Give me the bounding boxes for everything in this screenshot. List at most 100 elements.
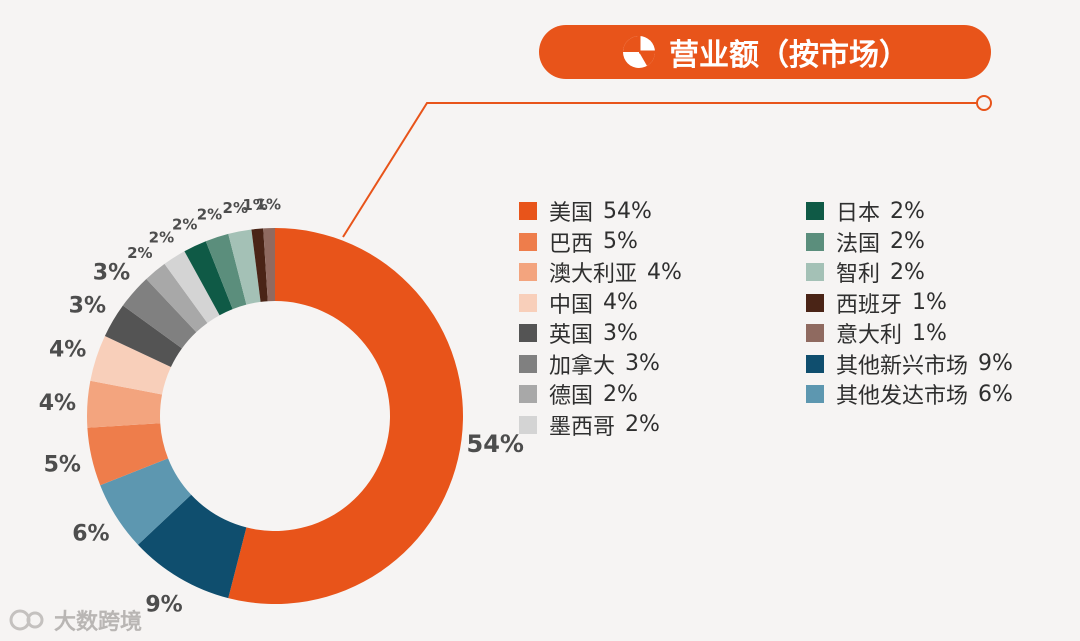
chart-title: 营业额（按市场） [669, 38, 909, 73]
legend-swatch [806, 293, 824, 312]
slice-2 [100, 458, 192, 545]
legend-pct: 1% [912, 320, 947, 346]
slice-label-5: 4% [49, 337, 86, 362]
legend-item-left-3: 中国 4% [519, 288, 682, 319]
legend-item-right-4: 意大利 1% [806, 318, 1013, 349]
legend-item-left-7: 墨西哥 2% [519, 410, 682, 441]
slice-label-2: 6% [72, 522, 109, 547]
slice-label-11: 2% [197, 206, 222, 224]
legend-swatch [519, 324, 537, 343]
slice-7 [122, 278, 197, 349]
title-banner: 营业额（按市场） [539, 25, 991, 79]
slice-label-8: 2% [127, 244, 152, 262]
legend-swatch [519, 202, 537, 221]
legend-pct: 6% [978, 381, 1013, 407]
legend-item-left-2: 澳大利亚 4% [519, 257, 682, 288]
legend-name: 加拿大 [549, 353, 616, 379]
slice-9 [164, 251, 220, 323]
legend-swatch [519, 293, 537, 312]
legend-name: 德国 [549, 384, 594, 410]
slice-label-12: 2% [223, 199, 248, 217]
connector-line [342, 102, 978, 238]
slice-10 [184, 241, 233, 316]
legend-item-right-1: 法国 2% [806, 227, 1013, 258]
legend-pct: 5% [603, 229, 638, 255]
legend-pct: 4% [647, 259, 682, 285]
legend-swatch [519, 354, 537, 373]
legend-name: 英国 [549, 323, 594, 349]
pie-chart-icon [623, 36, 656, 68]
slice-5 [90, 335, 171, 395]
legend-item-right-0: 日本 2% [806, 196, 1013, 227]
slice-13 [251, 228, 268, 302]
legend-item-left-5: 加拿大 3% [519, 349, 682, 380]
legend-left: 美国 54% 巴西 5% 澳大利亚 4% 中国 4% 英国 3% 加拿大 3% 德国 2% 墨西哥 2% [519, 196, 682, 440]
legend-item-right-2: 智利 2% [806, 257, 1013, 288]
legend-item-left-0: 美国 54% [519, 196, 682, 227]
slice-11 [205, 233, 247, 310]
slice-0 [228, 228, 463, 604]
legend-pct: 3% [625, 351, 660, 377]
slice-8 [146, 263, 208, 333]
legend-item-right-3: 西班牙 1% [806, 288, 1013, 319]
legend-swatch [806, 324, 824, 343]
legend-name: 巴西 [549, 231, 594, 257]
slice-1 [137, 494, 247, 599]
legend-swatch [806, 202, 824, 221]
watermark-text: 大数跨境 [54, 610, 143, 635]
watermark: 大数跨境 [8, 604, 142, 636]
connector-dot [976, 95, 992, 111]
legend-pct: 3% [603, 320, 638, 346]
slice-label-4: 4% [39, 391, 76, 416]
slice-label-1: 9% [145, 592, 182, 617]
legend-name: 其他发达市场 [836, 384, 969, 410]
slice-label-14: 1% [256, 195, 281, 213]
slice-12 [228, 229, 261, 305]
legend-swatch [519, 263, 537, 282]
legend-name: 法国 [836, 231, 881, 257]
legend-pct: 54% [603, 198, 652, 224]
legend-swatch [519, 385, 537, 404]
legend-item-left-6: 德国 2% [519, 379, 682, 410]
legend-item-left-1: 巴西 5% [519, 227, 682, 258]
legend-name: 其他新兴市场 [836, 353, 969, 379]
slice-3 [87, 423, 169, 486]
slice-label-0: 54% [467, 430, 524, 458]
legend-name: 美国 [549, 201, 594, 227]
legend-pct: 2% [890, 229, 925, 255]
legend-swatch [519, 232, 537, 251]
legend-pct: 4% [603, 290, 638, 316]
slice-label-9: 2% [149, 228, 174, 246]
legend-item-left-4: 英国 3% [519, 318, 682, 349]
slice-label-10: 2% [172, 215, 197, 233]
slice-6 [104, 305, 182, 368]
slice-label-6: 3% [69, 294, 106, 319]
legend-pct: 2% [890, 259, 925, 285]
legend-name: 西班牙 [836, 292, 903, 318]
legend-pct: 2% [890, 198, 925, 224]
legend-swatch [519, 415, 537, 434]
legend-name: 意大利 [836, 323, 903, 349]
legend-item-right-5: 其他新兴市场 9% [806, 349, 1013, 380]
watermark-logo-icon [9, 609, 44, 631]
slice-label-13: 1% [242, 196, 267, 214]
legend-swatch [806, 263, 824, 282]
legend-swatch [806, 385, 824, 404]
legend-name: 墨西哥 [549, 414, 616, 440]
legend-name: 日本 [836, 201, 881, 227]
slice-label-3: 5% [44, 452, 81, 477]
legend-item-right-6: 其他发达市场 6% [806, 379, 1013, 410]
legend-name: 智利 [836, 262, 881, 288]
legend-pct: 1% [912, 290, 947, 316]
legend-name: 中国 [549, 292, 594, 318]
slice-label-7: 3% [93, 261, 130, 286]
legend-name: 澳大利亚 [549, 262, 638, 288]
legend-pct: 2% [603, 381, 638, 407]
legend-pct: 2% [625, 412, 660, 438]
legend-right: 日本 2% 法国 2% 智利 2% 西班牙 1% 意大利 1% 其他新兴市场 9% 其他发达市场 6% [806, 196, 1013, 410]
legend-pct: 9% [978, 351, 1013, 377]
slice-4 [87, 380, 163, 428]
slice-14 [263, 228, 275, 302]
legend-swatch [806, 354, 824, 373]
